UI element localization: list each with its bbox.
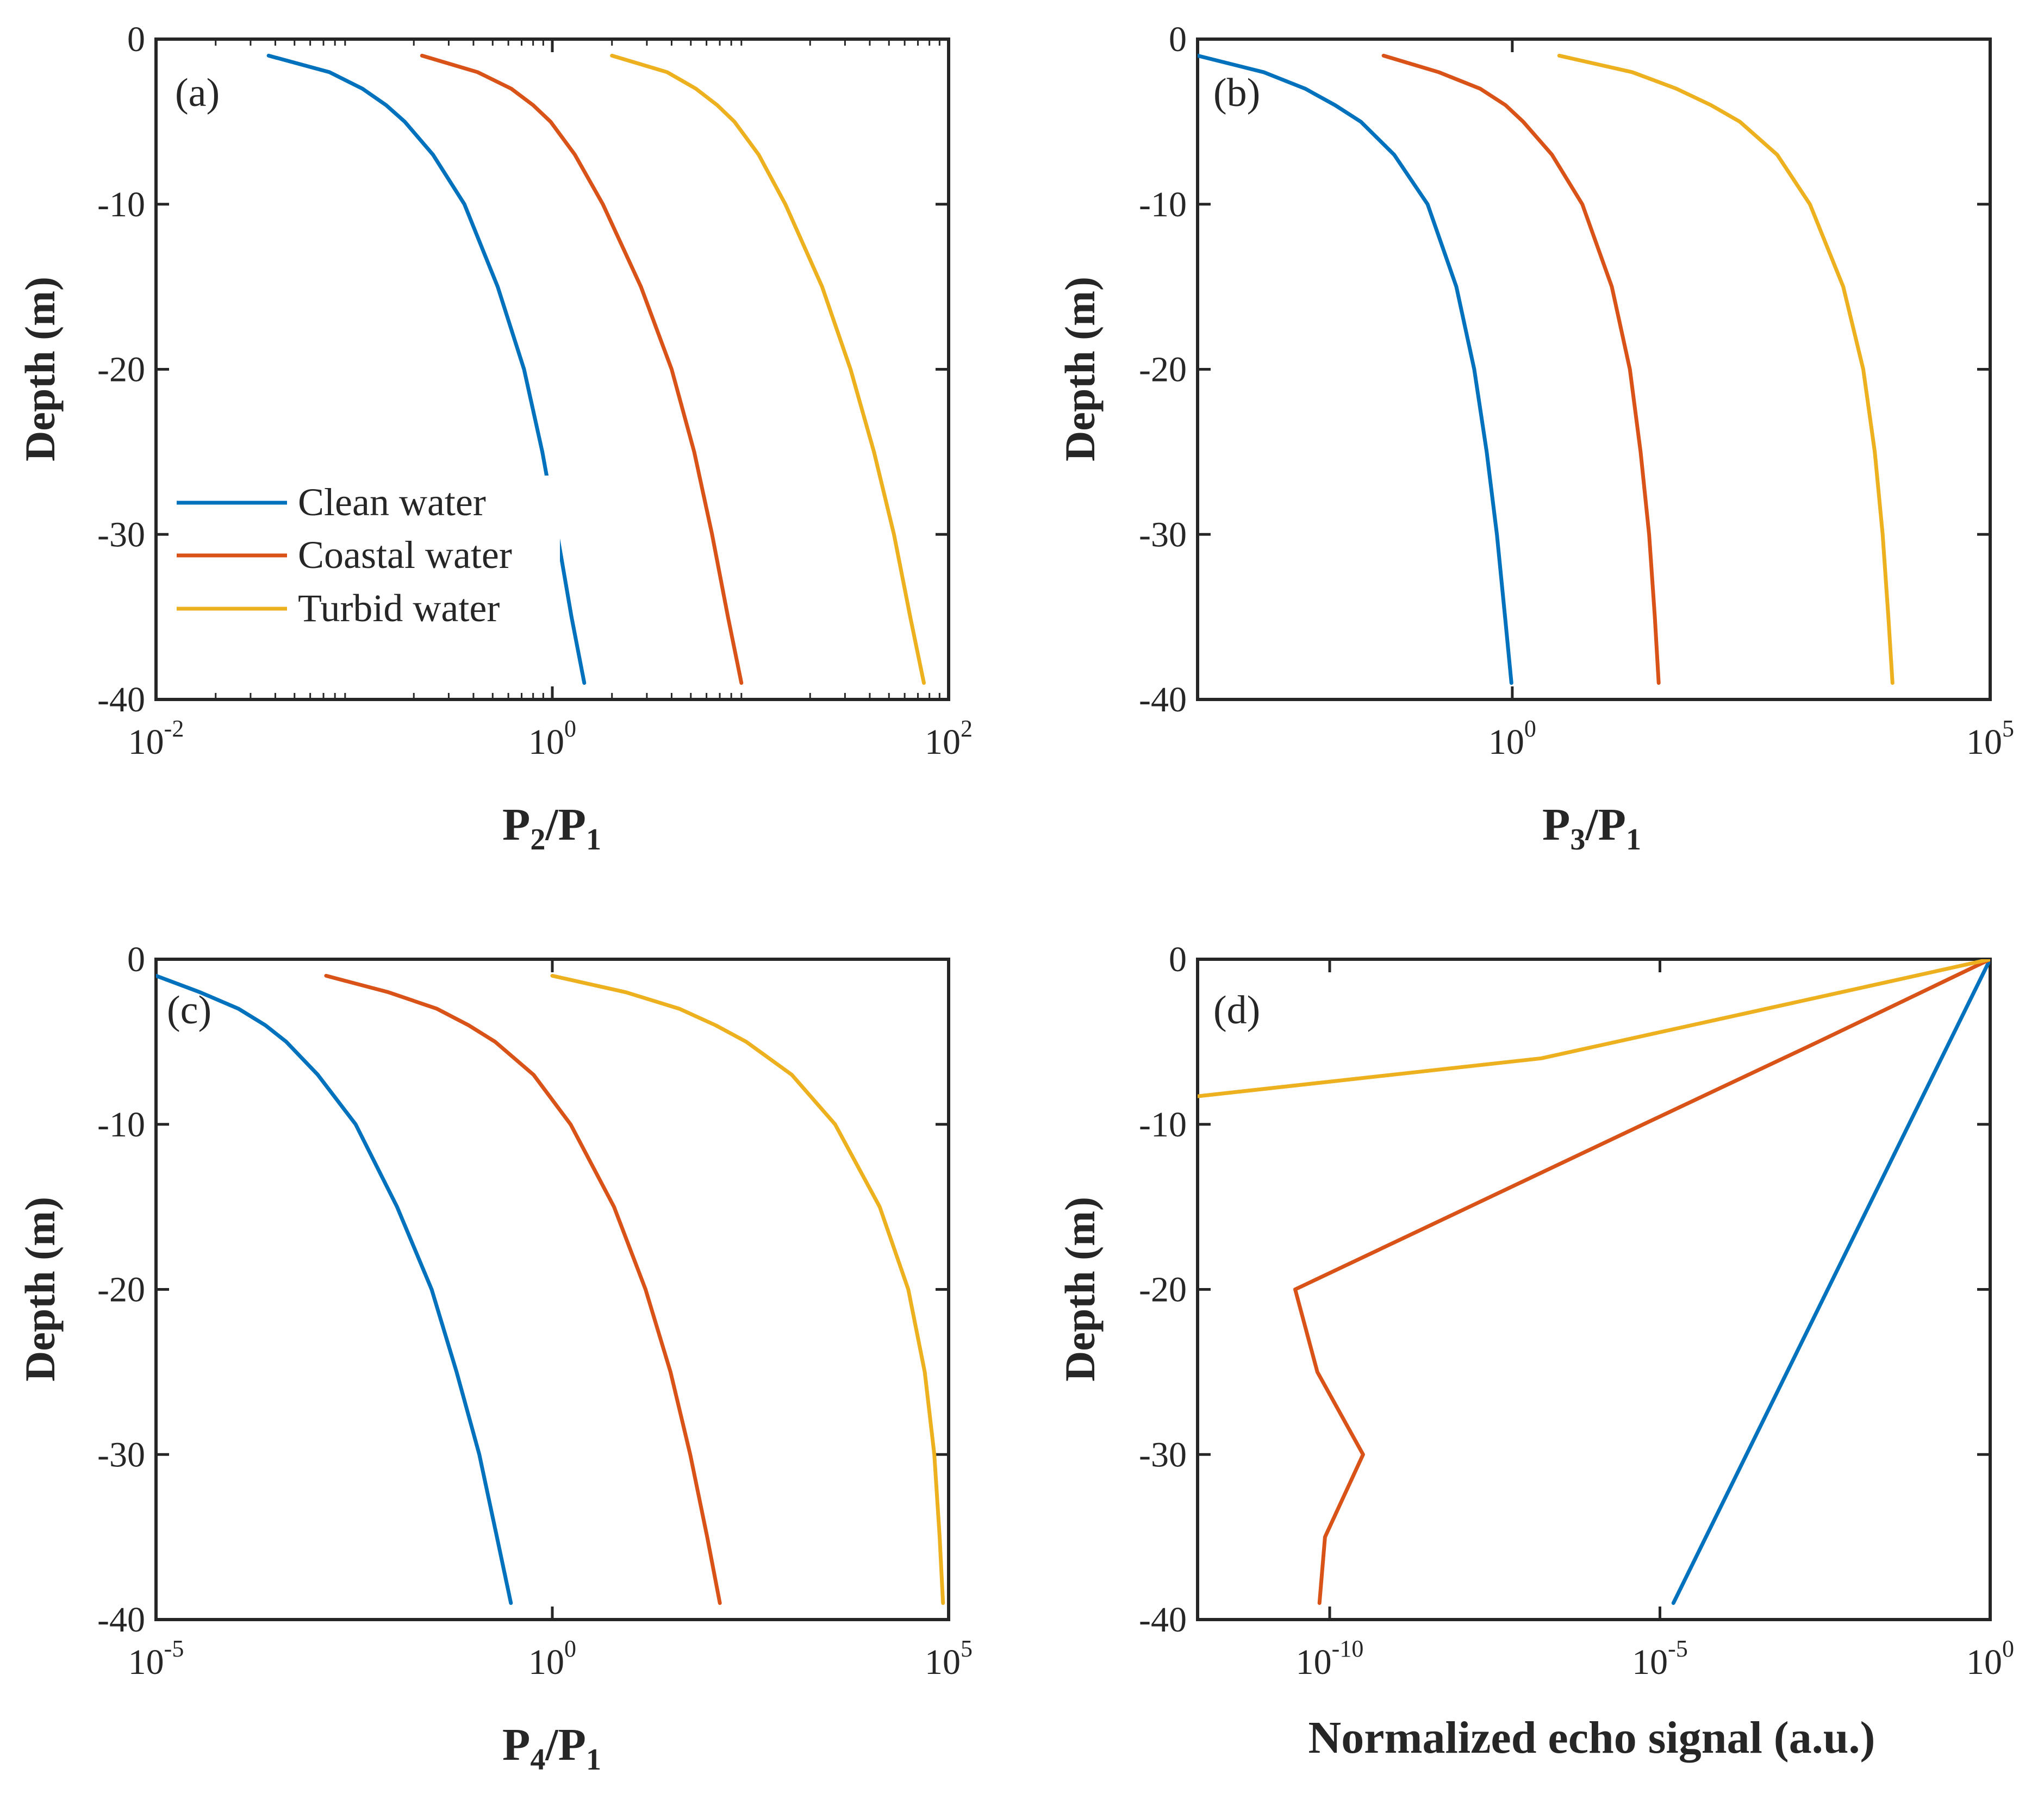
x-tick-label: 10-5 [128, 1635, 184, 1682]
y-axis-label: Depth (m) [1056, 1197, 1104, 1382]
series-line-coastal [1293, 959, 1990, 1605]
axes-box [1196, 958, 1992, 1621]
series-line-coastal [324, 973, 722, 1605]
x-axis-label: P3/P1 [1542, 799, 1641, 857]
series-group [1198, 959, 1990, 1605]
x-tick-label: 105 [925, 1635, 973, 1682]
series-line-coastal [1381, 53, 1661, 685]
legend-label-clean: Clean water [298, 480, 486, 524]
y-tick-label: 0 [127, 940, 145, 979]
series-line-clean [1198, 53, 1513, 685]
x-tick-label: 100 [1966, 1635, 2014, 1682]
x-tick-label: 10-10 [1296, 1635, 1364, 1682]
series-group [1198, 53, 1895, 685]
ticks: 0 -10 -20 -30 -40 10-10 10-5 100 [1139, 940, 2014, 1682]
series-line-coastal [420, 53, 744, 685]
y-tick-label: -20 [97, 1270, 145, 1310]
y-tick-label: -10 [1139, 1105, 1187, 1145]
y-tick-label: 0 [1169, 940, 1187, 979]
x-axis-label: P4/P1 [502, 1720, 601, 1777]
series-line-turbid [610, 53, 926, 685]
panel-label: (d) [1213, 988, 1260, 1033]
axes-box [1196, 38, 1992, 701]
series-line-turbid [1198, 959, 1990, 1098]
axes-box [154, 958, 950, 1621]
y-tick-label: -20 [1139, 350, 1187, 390]
y-axis-label: Depth (m) [16, 277, 64, 461]
x-tick-label: 100 [528, 1635, 576, 1682]
series-line-clean [1671, 959, 1990, 1605]
panel-label: (a) [175, 71, 220, 115]
y-tick-label: -40 [1139, 680, 1187, 720]
y-tick-label: -40 [97, 680, 145, 720]
y-tick-label: -30 [97, 515, 145, 554]
minor-ticks [215, 39, 940, 699]
y-tick-label: -10 [1139, 185, 1187, 224]
series-line-turbid [550, 973, 945, 1605]
x-axis-label: Normalized echo signal (a.u.) [1308, 1712, 1875, 1763]
series-group [156, 973, 945, 1605]
y-tick-label: -20 [97, 350, 145, 390]
panel-label: (c) [167, 988, 211, 1033]
series-line-clean [156, 973, 513, 1605]
legend-label-coastal: Coastal water [298, 533, 512, 577]
legend: Clean water Coastal water Turbid water [169, 476, 560, 639]
x-tick-label: 102 [925, 715, 973, 762]
y-tick-label: -30 [97, 1435, 145, 1474]
ticks: 0 -10 -20 -30 -40 100 105 [1139, 20, 2014, 762]
y-tick-label: -40 [1139, 1600, 1187, 1640]
x-tick-label: 105 [1966, 715, 2014, 762]
y-tick-label: -30 [1139, 1435, 1187, 1474]
series-line-turbid [1557, 53, 1895, 685]
x-tick-label: 100 [1488, 715, 1536, 762]
x-tick-label: 10-5 [1632, 1635, 1688, 1682]
y-tick-label: -10 [97, 185, 145, 224]
y-tick-label: -40 [97, 1600, 145, 1640]
y-tick-label: -30 [1139, 515, 1187, 554]
legend-label-turbid: Turbid water [298, 586, 500, 630]
y-axis-label: Depth (m) [16, 1197, 64, 1382]
y-tick-label: -20 [1139, 1270, 1187, 1310]
x-axis-label: P2/P1 [502, 799, 601, 857]
x-tick-label: 100 [528, 715, 576, 762]
y-tick-label: 0 [127, 20, 145, 59]
panel-label: (b) [1213, 71, 1260, 115]
y-axis-label: Depth (m) [1056, 277, 1104, 461]
x-tick-label: 10-2 [128, 715, 184, 762]
panel-b: 0 -10 -20 -30 -40 100 105 (b) Depth (m) P3/P1 [1056, 20, 2014, 857]
y-tick-label: 0 [1169, 20, 1187, 59]
y-tick-label: -10 [97, 1105, 145, 1145]
